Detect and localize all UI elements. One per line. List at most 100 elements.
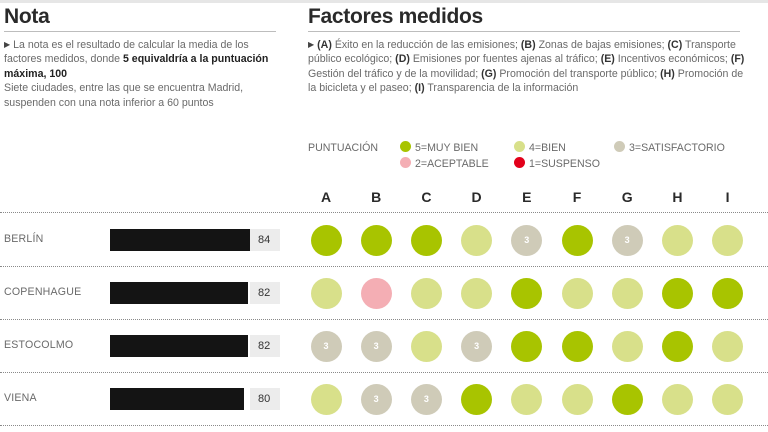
factor-letter: (G) bbox=[481, 67, 497, 80]
rating-circle bbox=[410, 330, 442, 362]
rating-circle bbox=[611, 383, 643, 415]
rating-circle bbox=[712, 330, 744, 362]
legend-item: 5=MUY BIEN bbox=[400, 140, 478, 156]
nota-text-1: La nota es el resultado de calcular la m… bbox=[4, 39, 249, 66]
rating-circle bbox=[712, 277, 744, 309]
row-separator bbox=[0, 212, 768, 213]
rating-circle: 3 bbox=[360, 383, 392, 415]
factor-text: Promoción de la bicicleta y el paseo; bbox=[308, 67, 744, 95]
column-header: H bbox=[672, 189, 683, 205]
rating-circle bbox=[561, 224, 593, 256]
nota-text-bold: 5 equivaldría a la puntuación máxima, 10… bbox=[4, 53, 269, 80]
rating-circle: 3 bbox=[461, 330, 493, 362]
nota-title: Nota bbox=[4, 5, 50, 28]
factor-letter: (E) bbox=[600, 53, 615, 66]
rating-circle bbox=[712, 383, 744, 415]
legend-item: 1=SUSPENSO bbox=[514, 156, 600, 172]
column-header: C bbox=[421, 189, 432, 205]
column-header: E bbox=[522, 189, 532, 205]
rating-circle bbox=[310, 277, 342, 309]
nota-title-rule bbox=[4, 31, 276, 32]
city-label: BERLÍN bbox=[4, 233, 44, 245]
rating-circle bbox=[661, 224, 693, 256]
factor-text: Transporte público ecológico; bbox=[308, 39, 736, 66]
score-bar bbox=[110, 229, 251, 251]
rating-circle bbox=[511, 330, 543, 362]
bullet-icon: ▶ bbox=[4, 40, 11, 49]
factor-text: Incentivos económicos; bbox=[614, 53, 731, 66]
legend-label-text: 1=SUSPENSO bbox=[529, 158, 600, 170]
factor-letter: (I) bbox=[414, 82, 425, 95]
rating-circle bbox=[461, 224, 493, 256]
score-value: 84 bbox=[250, 229, 280, 251]
rating-circle: 3 bbox=[360, 330, 392, 362]
rating-circle bbox=[360, 224, 392, 256]
rating-circle bbox=[561, 277, 593, 309]
legend-item: 2=ACEPTABLE bbox=[400, 156, 489, 172]
legend-item: 4=BIEN bbox=[514, 140, 566, 156]
column-header: D bbox=[471, 189, 482, 205]
factores-description: ▶ (A) Éxito en la reducción de las emisio… bbox=[308, 38, 748, 96]
legend-dot bbox=[614, 141, 625, 152]
top-rule bbox=[0, 0, 768, 3]
rating-circle bbox=[712, 224, 744, 256]
legend-label-text: 5=MUY BIEN bbox=[415, 142, 479, 154]
factor-text: Gestión del tráfico y de la movilidad; bbox=[308, 67, 482, 80]
rating-circle bbox=[661, 383, 693, 415]
city-label: VIENA bbox=[4, 392, 37, 404]
legend-label-text: 2=ACEPTABLE bbox=[415, 158, 489, 170]
rating-circle bbox=[410, 224, 442, 256]
rating-circle bbox=[611, 330, 643, 362]
legend-label-text: 4=BIEN bbox=[529, 142, 566, 154]
legend-dot bbox=[514, 141, 525, 152]
factor-text: Transparencia de la información bbox=[424, 82, 579, 95]
rating-circle bbox=[360, 277, 392, 309]
factor-text: Promoción del transporte público; bbox=[496, 67, 661, 80]
rating-circle: 3 bbox=[310, 330, 342, 362]
bullet-icon: ▶ bbox=[308, 40, 315, 49]
row-separator bbox=[0, 425, 768, 426]
legend-dot bbox=[400, 141, 411, 152]
rating-circle bbox=[661, 330, 693, 362]
legend-label: PUNTUACIÓN bbox=[308, 142, 379, 154]
factores-title: Factores medidos bbox=[308, 5, 483, 28]
legend-label-text: 3=SATISFACTORIO bbox=[629, 142, 725, 154]
legend-dot bbox=[400, 157, 411, 168]
rating-circle: 3 bbox=[410, 383, 442, 415]
rating-circle bbox=[561, 330, 593, 362]
factor-text: Zonas de bajas emisiones; bbox=[535, 39, 668, 51]
factor-letter: (H) bbox=[660, 67, 675, 80]
row-separator bbox=[0, 266, 768, 267]
rating-circle bbox=[310, 383, 342, 415]
rating-circle bbox=[310, 224, 342, 256]
rating-circle bbox=[561, 383, 593, 415]
rating-circle bbox=[410, 277, 442, 309]
column-header: B bbox=[371, 189, 382, 205]
score-value: 82 bbox=[250, 282, 280, 304]
legend-item: 3=SATISFACTORIO bbox=[614, 140, 725, 156]
rating-circle bbox=[461, 383, 493, 415]
row-separator bbox=[0, 319, 768, 320]
rating-circle bbox=[461, 277, 493, 309]
score-bar bbox=[110, 335, 248, 357]
factor-letter: (F) bbox=[730, 53, 745, 66]
factor-letter: (A) bbox=[317, 39, 332, 51]
column-header: A bbox=[320, 189, 332, 205]
legend-dot bbox=[514, 157, 525, 168]
rating-circle bbox=[511, 383, 543, 415]
factor-list: (A) Éxito en la reducción de las emision… bbox=[308, 39, 744, 94]
column-header: F bbox=[572, 189, 582, 205]
column-header: I bbox=[725, 189, 730, 205]
score-value: 80 bbox=[250, 388, 280, 410]
row-separator bbox=[0, 372, 768, 373]
factor-letter: (C) bbox=[667, 39, 683, 51]
city-label: ESTOCOLMO bbox=[4, 339, 74, 351]
factor-letter: (D) bbox=[395, 53, 410, 66]
rating-circle bbox=[661, 277, 693, 309]
factor-letter: (B) bbox=[520, 39, 536, 51]
score-value: 82 bbox=[250, 335, 280, 357]
score-bar bbox=[110, 388, 244, 410]
rating-circle: 3 bbox=[611, 224, 643, 256]
factor-text: Emisiones por fuentes ajenas al tráfico; bbox=[409, 53, 601, 66]
factor-text: Éxito en la reducción de las emisiones; bbox=[331, 39, 521, 51]
